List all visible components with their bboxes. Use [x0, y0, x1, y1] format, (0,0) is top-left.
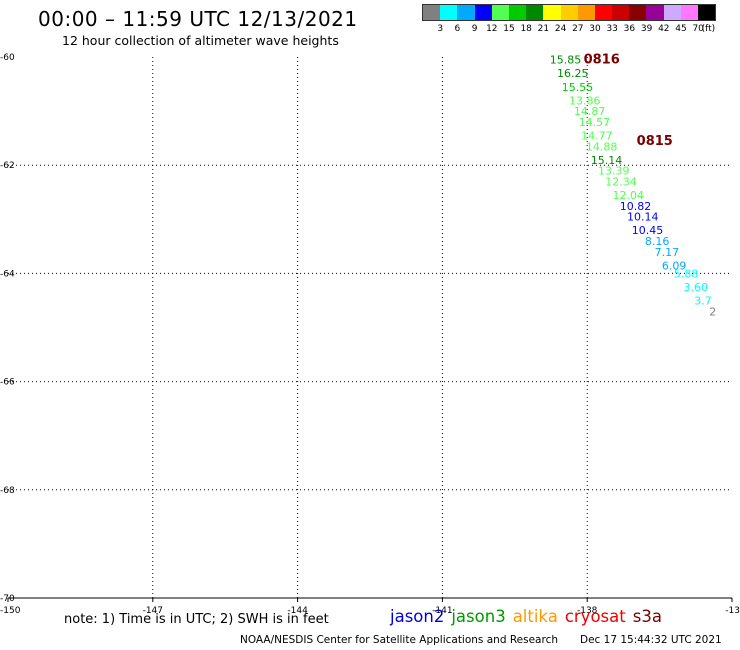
mission-s3a: s3a	[632, 607, 662, 626]
footer-timestamp: Dec 17 15:44:32 UTC 2021	[580, 634, 722, 646]
legend-swatch	[629, 5, 647, 20]
legend-unit: (ft)	[701, 24, 716, 34]
legend-swatch	[663, 5, 681, 20]
legend-label: 6	[454, 24, 461, 34]
legend-label: 24	[554, 24, 567, 34]
legend-label: 30	[589, 24, 601, 34]
plot-axes: -150 -147 -144 -141 -138 -13 -60 -62 -64 -66 -68 -7…	[0, 53, 740, 616]
x-tick-label: -147	[143, 606, 163, 616]
mission-altika: altika	[512, 607, 558, 626]
wave-height-value: 14.88	[586, 140, 618, 153]
plot-grid	[8, 57, 732, 598]
legend-color-scale	[422, 4, 717, 21]
wave-height-value: 13.39	[598, 165, 630, 178]
color-legend: 3 6 9 12 15 18 21 24 27 30 33 36 39 42 45 70 (ft)	[422, 4, 717, 35]
wave-height-value: 12.34	[605, 175, 637, 188]
wave-height-points: 15.8516.2515.5513.8614.8714.5714.7714.88…	[550, 54, 716, 319]
legend-swatch	[491, 5, 509, 20]
wave-height-value: 13.86	[569, 94, 601, 107]
pass-time-labels: 0816 0815	[584, 53, 673, 149]
wave-height-value: 15.85	[550, 54, 582, 67]
footer-credit: NOAA/NESDIS Center for Satellite Applica…	[240, 634, 558, 646]
legend-swatch	[423, 5, 441, 20]
chart-subtitle: 12 hour collection of altimeter wave hei…	[62, 33, 339, 48]
wave-height-value: 10.14	[627, 211, 659, 224]
legend-label: 21	[537, 24, 550, 34]
wave-height-value: 14.77	[581, 129, 613, 142]
legend-swatch	[577, 5, 595, 20]
legend-label: 15	[503, 24, 515, 34]
x-tick-label: -144	[287, 606, 308, 616]
legend-swatch	[612, 5, 630, 20]
wave-height-value: 10.45	[632, 224, 664, 237]
legend-swatch	[646, 5, 664, 20]
legend-label: 33	[606, 24, 618, 34]
chart-title: 00:00 – 11:59 UTC 12/13/2021	[38, 7, 358, 31]
y-tick-label: -68	[0, 486, 15, 496]
legend-swatch	[680, 5, 698, 20]
wave-height-value: 8.16	[645, 235, 670, 248]
wave-height-value: 6.09	[662, 259, 687, 272]
wave-height-value: 15.14	[591, 154, 623, 167]
legend-label: 39	[640, 24, 653, 34]
legend-swatch	[526, 5, 544, 20]
legend-swatch	[508, 5, 527, 20]
legend-label: 45	[675, 24, 687, 34]
x-tick-label: -150	[0, 606, 21, 616]
legend-label: 42	[658, 24, 670, 34]
y-tick-label: -60	[0, 53, 15, 63]
mission-legend: jason2 jason3 altika cryosat s3a	[390, 607, 669, 626]
y-tick-label: -70	[0, 594, 15, 604]
legend-label: 18	[520, 24, 532, 34]
legend-label: 12	[486, 24, 498, 34]
legend-swatch	[560, 5, 578, 20]
legend-labels: 3 6 9 12 15 18 21 24 27 30 33 36 39 42 45 70 (ft)	[422, 21, 716, 35]
mission-jason3: jason3	[451, 607, 506, 626]
y-tick-label: -64	[0, 269, 15, 279]
legend-swatch	[594, 5, 613, 20]
y-tick-label: -66	[0, 378, 15, 388]
y-tick-label: -62	[0, 161, 15, 171]
wave-height-value: 3.60	[684, 281, 709, 294]
mission-jason2: jason2	[390, 607, 445, 626]
legend-label: 70	[692, 24, 704, 34]
wave-height-value: 7.17	[655, 246, 680, 259]
legend-label: 27	[572, 24, 584, 34]
pass-time-label: 0816	[584, 53, 620, 68]
pass-time-label: 0815	[637, 134, 673, 149]
legend-swatch	[440, 5, 458, 20]
legend-swatch	[698, 5, 716, 20]
wave-height-value: 14.57	[579, 116, 611, 129]
footer-note: note: 1) Time is in UTC; 2) SWH is in fe…	[64, 612, 329, 627]
wave-height-value: 2	[709, 305, 716, 318]
wave-height-value: 10.82	[620, 200, 652, 213]
legend-swatch	[474, 5, 492, 20]
wave-height-value: 5.88	[674, 267, 699, 280]
wave-height-value: 15.55	[562, 81, 594, 94]
legend-swatch	[457, 5, 475, 20]
legend-swatch	[543, 5, 561, 20]
x-tick-label: -138	[577, 606, 598, 616]
x-tick-label: -141	[432, 606, 452, 616]
mission-cryosat: cryosat	[564, 607, 626, 626]
wave-height-value: 14.87	[574, 105, 606, 118]
legend-label: 3	[437, 24, 444, 34]
wave-height-value: 12.04	[612, 189, 644, 202]
x-tick-label: -13	[725, 606, 740, 616]
legend-label: 36	[623, 24, 636, 34]
wave-height-value: 3.7	[694, 294, 712, 307]
wave-height-value: 16.25	[557, 67, 589, 80]
legend-label: 9	[471, 24, 478, 34]
